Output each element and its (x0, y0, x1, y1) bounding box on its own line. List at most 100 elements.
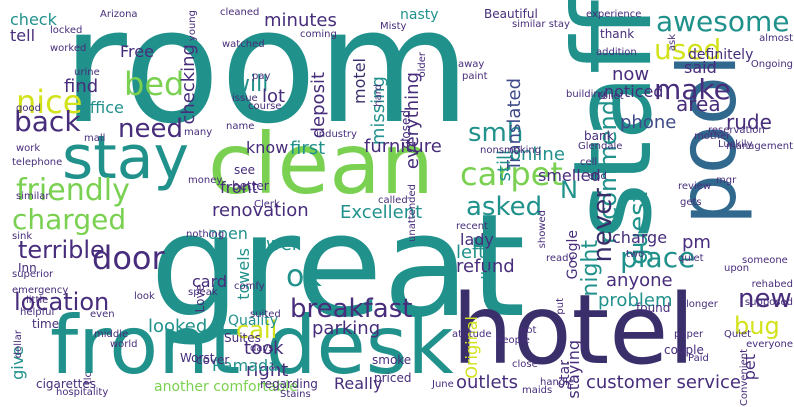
word: rude (726, 110, 772, 134)
word: lady (460, 230, 494, 249)
word: need (118, 114, 183, 144)
word: watched (222, 39, 265, 50)
word: Misty (380, 21, 407, 32)
word: nonsmoking (480, 145, 542, 156)
word: area (676, 92, 721, 116)
word: Beautiful (484, 7, 538, 21)
word: bank (584, 129, 614, 143)
word: phone (620, 112, 677, 133)
word: well (266, 234, 302, 255)
word: quiet (678, 253, 704, 264)
word: couple (664, 343, 704, 357)
word: ready (546, 253, 575, 264)
word: locked (50, 25, 83, 36)
word: better (232, 179, 269, 193)
word: older (417, 52, 428, 78)
word: Suites (224, 331, 261, 345)
word: work (16, 143, 41, 154)
word: bug (734, 312, 780, 340)
word: ask (667, 34, 678, 52)
word: Quality (228, 313, 279, 329)
word: regarding (260, 377, 318, 391)
word: cigarettes (36, 377, 96, 391)
word: issue (232, 93, 258, 104)
word: industry (316, 129, 357, 140)
word: pay (252, 71, 271, 82)
word: friendly (16, 173, 130, 208)
word: coming (300, 29, 337, 40)
word: nothing (186, 229, 225, 240)
word: ok (286, 259, 322, 294)
word: Paid (688, 353, 709, 364)
word: refund (456, 256, 515, 277)
word: rehabed (751, 279, 793, 290)
word: similar (16, 191, 50, 202)
word: longer (686, 299, 718, 310)
word: Worst (180, 351, 215, 365)
word: front (220, 178, 259, 197)
word: walk (478, 266, 497, 303)
word: sink (12, 231, 33, 242)
word: name (226, 121, 255, 132)
word: nice (16, 83, 83, 121)
word: used (654, 33, 722, 66)
word: Ramada (212, 356, 278, 375)
word: outlets (456, 372, 518, 393)
word: supposed (744, 297, 793, 308)
word: put (555, 298, 566, 315)
word: door (92, 239, 165, 277)
word: back (14, 105, 81, 138)
word: know (246, 138, 289, 157)
word: helpful (20, 307, 55, 318)
word: will (232, 72, 269, 97)
word: smelled (538, 166, 601, 185)
word: addition (596, 47, 637, 58)
word: reservation (708, 125, 765, 136)
word: hard (373, 84, 384, 107)
word: hotel (452, 274, 695, 386)
word: almost (759, 33, 793, 44)
word: maids (522, 385, 553, 396)
word: many (184, 127, 213, 138)
word: Free (120, 42, 154, 61)
word: minutes (264, 10, 337, 31)
word: telephone (12, 157, 63, 168)
word: mother (694, 131, 731, 142)
word: building (566, 89, 607, 100)
word: open (208, 224, 248, 243)
word: awesome (656, 5, 790, 38)
word: location (14, 288, 110, 316)
word: world (110, 339, 138, 350)
word: Luckily (718, 139, 753, 150)
word: check (10, 10, 57, 29)
word: young (187, 10, 198, 42)
word: everyone (746, 339, 793, 350)
word: comfy (234, 281, 265, 292)
word: priced (374, 371, 412, 385)
word: cover (196, 353, 230, 367)
word: customer service (586, 372, 741, 393)
word: online (510, 144, 565, 165)
word: another comfortable (154, 379, 298, 395)
word: smh (468, 118, 524, 148)
word: problem (598, 290, 673, 311)
word: night (578, 240, 603, 297)
word: looked (148, 316, 208, 337)
word: make (654, 73, 731, 106)
word: paint (462, 71, 488, 82)
word: suited (250, 309, 281, 320)
word: said (684, 58, 717, 77)
word: asked (466, 192, 543, 222)
word: smoke (372, 353, 412, 367)
word: called (378, 195, 408, 206)
word: now (612, 64, 650, 85)
word: worked (50, 43, 87, 54)
word: tell (10, 26, 36, 45)
word: showed (537, 210, 548, 249)
word: two (626, 249, 645, 260)
word: stay (62, 123, 190, 193)
word: towels (234, 248, 253, 300)
word: little (26, 295, 49, 306)
word: paper (674, 329, 704, 340)
word: bed (124, 65, 185, 103)
